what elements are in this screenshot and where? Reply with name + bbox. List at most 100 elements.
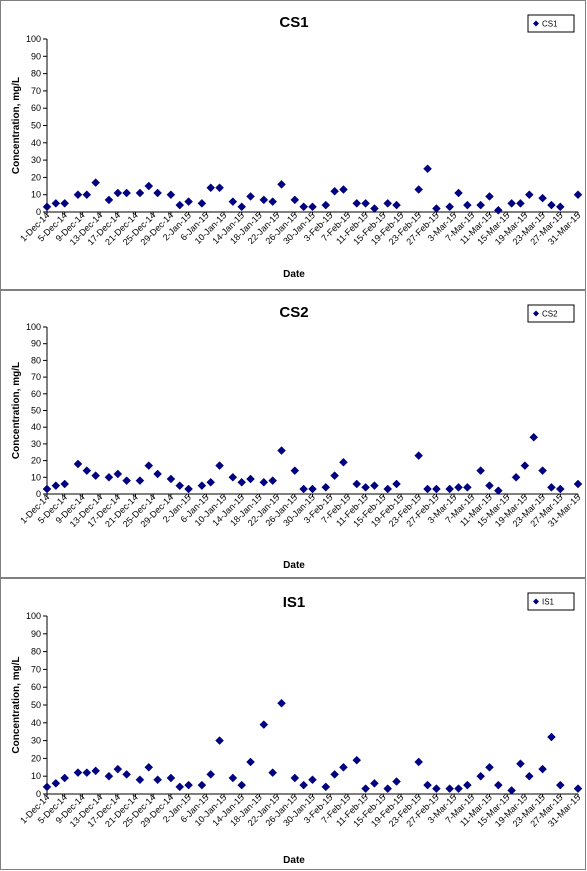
y-tick-label: 10: [31, 190, 41, 200]
data-point: [153, 188, 162, 198]
data-point: [175, 200, 185, 210]
data-point: [122, 188, 132, 198]
data-point: [516, 198, 525, 208]
data-point: [268, 476, 278, 485]
legend-label: CS2: [542, 310, 558, 319]
data-point: [299, 780, 309, 790]
y-axis-label: Concentration, mg/L: [11, 656, 22, 753]
data-point: [91, 471, 101, 480]
data-point: [463, 200, 472, 210]
data-point: [144, 461, 154, 470]
data-point: [197, 780, 207, 790]
data-point: [524, 190, 534, 200]
data-point: [73, 190, 83, 200]
legend: CS2: [527, 304, 575, 323]
data-point: [414, 185, 424, 194]
data-point: [135, 188, 145, 198]
data-point: [476, 200, 486, 210]
x-axis-label: Date: [283, 269, 305, 280]
data-point: [184, 484, 193, 494]
y-tick-label: 80: [31, 647, 41, 657]
data-point: [237, 477, 247, 487]
data-point: [246, 757, 255, 767]
data-point: [463, 482, 472, 492]
y-axis-label: Concentration, mg/L: [11, 362, 22, 459]
y-tick-label: 90: [31, 51, 41, 61]
data-point: [370, 481, 379, 491]
y-tick-label: 60: [31, 682, 41, 692]
data-point: [516, 759, 525, 769]
data-point: [113, 469, 123, 479]
data-point: [122, 770, 132, 779]
data-point: [392, 777, 401, 786]
data-point: [268, 197, 278, 206]
data-point: [392, 200, 401, 210]
data-point: [215, 736, 224, 745]
data-point: [423, 780, 432, 790]
chart-panel-cs1: CS1 0 10 20 30 40 50 60 70 80 90 100 1-Dec-14 5-Dec-1…: [0, 0, 586, 290]
data-point: [321, 482, 331, 492]
y-tick-label: 50: [31, 406, 41, 416]
data-point: [175, 782, 185, 792]
data-point: [339, 185, 348, 194]
data-point: [529, 432, 539, 442]
data-point: [215, 183, 224, 193]
data-point: [237, 202, 247, 212]
data-point: [352, 198, 362, 208]
data-point: [485, 192, 494, 201]
data-point: [259, 720, 269, 729]
data-point: [122, 476, 132, 485]
data-point: [423, 164, 432, 174]
data-point: [538, 466, 547, 475]
chart-panel-cs2: CS2 0 10 20 30 40 50 60 70 80 90 100 1-Dec-14 5-Dec-1…: [0, 290, 586, 578]
legend: CS1: [527, 14, 575, 33]
y-tick-label: 20: [31, 753, 41, 763]
data-point: [361, 198, 370, 208]
data-point: [197, 198, 207, 208]
data-point: [308, 202, 317, 212]
data-point: [370, 204, 379, 213]
data-point: [228, 472, 238, 482]
data-point: [538, 193, 547, 203]
data-point: [383, 484, 393, 494]
y-tick-label: 90: [31, 339, 41, 349]
data-point: [73, 768, 83, 777]
data-point: [51, 778, 61, 788]
y-tick-label: 40: [31, 138, 41, 148]
data-point: [175, 481, 185, 491]
legend-marker: [533, 598, 539, 605]
data-point: [520, 461, 530, 470]
data-point: [277, 698, 286, 708]
data-point: [42, 202, 52, 212]
data-point: [445, 202, 455, 212]
data-point: [166, 773, 176, 783]
data-point: [414, 757, 424, 767]
y-tick-label: 0: [36, 789, 41, 799]
y-tick-label: 80: [31, 69, 41, 79]
y-tick-label: 60: [31, 103, 41, 113]
data-point: [454, 482, 463, 492]
data-point: [555, 484, 565, 494]
data-point: [277, 179, 286, 189]
data-point: [246, 474, 255, 484]
data-point: [538, 764, 547, 774]
data-point: [184, 780, 193, 790]
data-point: [60, 773, 70, 783]
data-point: [42, 782, 52, 792]
legend-label: CS1: [542, 20, 558, 29]
data-point: [547, 732, 556, 742]
data-point: [197, 481, 207, 491]
data-point: [573, 479, 583, 489]
y-tick-label: 80: [31, 355, 41, 365]
data-point: [82, 768, 92, 777]
data-point: [184, 197, 193, 206]
y-tick-label: 40: [31, 718, 41, 728]
chart-svg: CS201020304050607080901001-Dec-145-Dec-1…: [11, 304, 583, 571]
data-point: [91, 178, 101, 187]
data-point: [166, 474, 176, 484]
data-point: [166, 190, 176, 200]
y-tick-label: 50: [31, 700, 41, 710]
data-point: [60, 198, 70, 208]
data-point: [246, 192, 255, 201]
data-point: [573, 190, 583, 200]
